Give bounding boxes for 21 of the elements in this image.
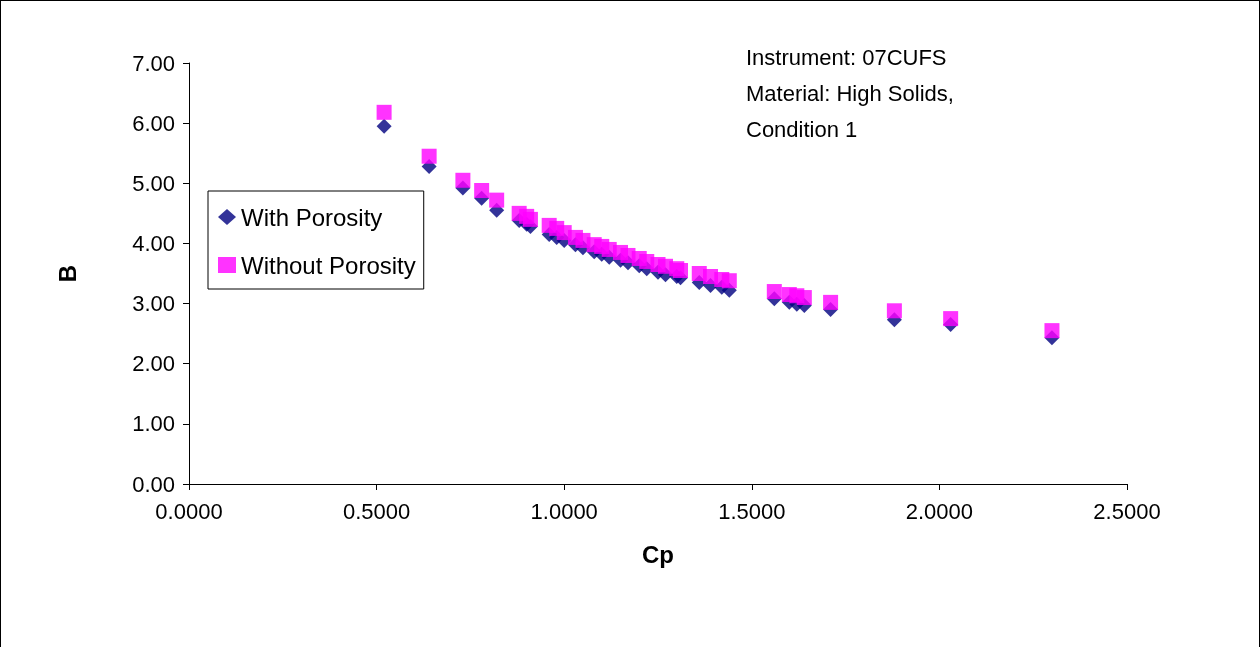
annotation: Material: High Solids, (746, 80, 954, 106)
annotation: Instrument: 07CUFS (746, 44, 947, 70)
legend-label: With Porosity (241, 203, 383, 231)
y-axis-title: B (53, 264, 81, 283)
x-tick-label: 2.0000 (905, 498, 974, 524)
y-tick-label: 6.00 (132, 110, 175, 136)
x-axis-title: Cp (642, 540, 674, 568)
legend-label: Without Porosity (241, 251, 416, 279)
x-tick-label: 0.0000 (155, 498, 223, 524)
y-tick-label: 5.00 (132, 170, 175, 196)
y-tick-label: 2.00 (132, 351, 175, 377)
x-tick-label: 0.5000 (342, 498, 411, 524)
y-tick-label: 7.00 (132, 50, 175, 76)
x-tick-label: 2.5000 (1093, 498, 1161, 524)
x-tick-label: 1.0000 (530, 498, 598, 524)
x-tick-label: 1.5000 (718, 498, 786, 524)
y-tick-label: 0.00 (132, 471, 175, 497)
y-tick-label: 3.00 (132, 291, 175, 317)
y-tick-label: 1.00 (132, 411, 175, 437)
annotation: Condition 1 (746, 116, 858, 142)
y-tick-label: 4.00 (132, 230, 175, 256)
